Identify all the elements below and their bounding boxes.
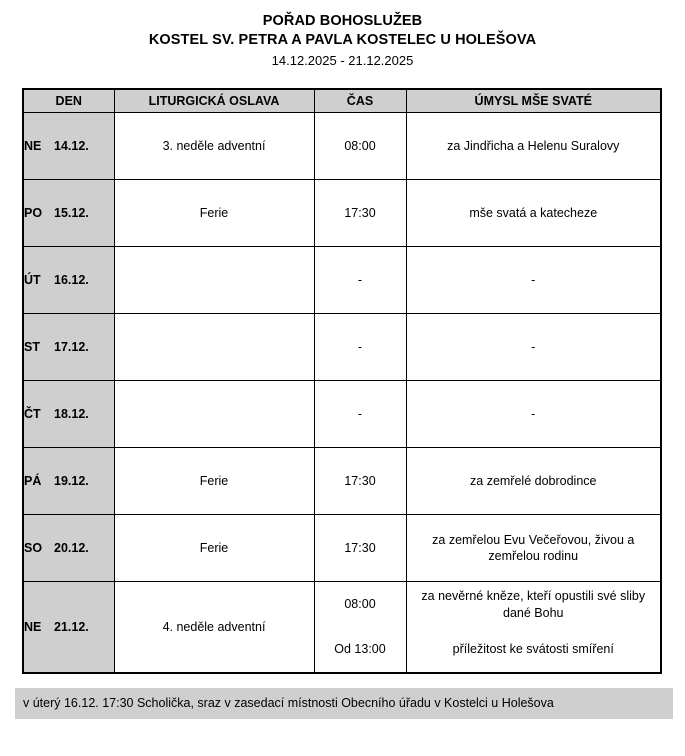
day-of-week: PO — [24, 206, 43, 220]
day-date: 14.12. — [54, 139, 89, 153]
table-row: PO 15.12. Ferie 17:30 mše svatá a kateche… — [22, 179, 662, 247]
cell-day: PÁ 19.12. — [22, 447, 115, 515]
cell-time: 17:30 — [313, 447, 407, 515]
table-row: ST 17.12. - - — [22, 313, 662, 381]
cell-intention: za zemřelou Evu Večeřovou, živou a zemře… — [405, 514, 662, 582]
day-date: 19.12. — [54, 474, 89, 488]
cell-time: - — [313, 313, 407, 381]
cell-intention: - — [405, 380, 662, 448]
cell-liturgy: 3. neděle adventní — [113, 112, 315, 180]
day-date: 20.12. — [54, 541, 89, 555]
cell-time: - — [313, 380, 407, 448]
day-of-week: NE — [24, 620, 42, 634]
day-of-week: NE — [24, 139, 42, 153]
table-header: DEN LITURGICKÁ OSLAVA ČAS ÚMYSL MŠE SVAT… — [22, 88, 662, 113]
day-of-week: ÚT — [24, 273, 41, 287]
column-header-liturgy: LITURGICKÁ OSLAVA — [113, 88, 315, 113]
column-header-intention: ÚMYSL MŠE SVATÉ — [405, 88, 662, 113]
cell-liturgy: Ferie — [113, 514, 315, 582]
cell-intention: - — [405, 246, 662, 314]
page-subtitle-church: KOSTEL SV. PETRA A PAVLA KOSTELEC U HOLE… — [148, 32, 537, 48]
cell-liturgy: Ferie — [113, 179, 315, 247]
column-header-time: ČAS — [313, 88, 407, 113]
cell-liturgy: 4. neděle adventní — [113, 581, 315, 674]
cell-intention: za nevěrné kněze, kteří opustili své sli… — [405, 581, 662, 674]
cell-day: PO 15.12. — [22, 179, 115, 247]
day-of-week: ČT — [24, 407, 41, 421]
cell-day: NE 21.12. — [22, 581, 115, 674]
time-entry-secondary: Od 13:00 — [334, 642, 386, 656]
cell-time: 08:00 — [313, 112, 407, 180]
day-date: 15.12. — [54, 206, 89, 220]
page-header: POŘAD BOHOSLUŽEB KOSTEL SV. PETRA A PAVL… — [0, 0, 685, 71]
table-row: ÚT 16.12. - - — [22, 246, 662, 314]
day-of-week: SO — [24, 541, 43, 555]
cell-liturgy: Ferie — [113, 447, 315, 515]
cell-liturgy — [113, 380, 315, 448]
table-row: SO 20.12. Ferie 17:30 za zemřelou Evu Več… — [22, 514, 662, 582]
day-of-week: PÁ — [24, 474, 42, 488]
day-of-week: ST — [24, 340, 40, 354]
footer-note: v úterý 16.12. 17:30 Scholička, sraz v z… — [15, 688, 673, 719]
table-row: ČT 18.12. - - — [22, 380, 662, 448]
table-row: PÁ 19.12. Ferie 17:30 za zemřelé dobrodin… — [22, 447, 662, 515]
intention-entry-primary: za nevěrné kněze, kteří opustili své sli… — [421, 588, 646, 620]
cell-day: ÚT 16.12. — [22, 246, 115, 314]
cell-time: 17:30 — [313, 179, 407, 247]
cell-intention: za zemřelé dobrodince — [405, 447, 662, 515]
day-date: 18.12. — [54, 407, 89, 421]
page-title: POŘAD BOHOSLUŽEB — [262, 13, 423, 29]
cell-time: - — [313, 246, 407, 314]
cell-intention: - — [405, 313, 662, 381]
table-row: NE 21.12. 4. neděle adventní 08:00 Od 13:… — [22, 581, 662, 674]
date-range: 14.12.2025 - 21.12.2025 — [271, 53, 414, 68]
cell-intention: za Jindřicha a Helenu Suralovy — [405, 112, 662, 180]
cell-day: ST 17.12. — [22, 313, 115, 381]
time-entry-primary: 08:00 — [344, 597, 376, 611]
table-body: NE 14.12. 3. neděle adventní 08:00 za Jin… — [22, 112, 662, 674]
day-date: 17.12. — [54, 340, 89, 354]
cell-time: 08:00 Od 13:00 — [313, 581, 407, 674]
schedule-table: DEN LITURGICKÁ OSLAVA ČAS ÚMYSL MŠE SVAT… — [22, 88, 662, 674]
cell-liturgy — [113, 246, 315, 314]
column-header-day: DEN — [22, 88, 115, 113]
table-header-row: DEN LITURGICKÁ OSLAVA ČAS ÚMYSL MŠE SVAT… — [22, 88, 662, 113]
cell-day: SO 20.12. — [22, 514, 115, 582]
cell-intention: mše svatá a katecheze — [405, 179, 662, 247]
intention-entry-secondary: příležitost ke svátosti smíření — [452, 642, 614, 656]
day-date: 21.12. — [54, 620, 89, 634]
day-date: 16.12. — [54, 273, 89, 287]
cell-day: ČT 18.12. — [22, 380, 115, 448]
table-row: NE 14.12. 3. neděle adventní 08:00 za Jin… — [22, 112, 662, 180]
cell-liturgy — [113, 313, 315, 381]
cell-day: NE 14.12. — [22, 112, 115, 180]
schedule-table-container: DEN LITURGICKÁ OSLAVA ČAS ÚMYSL MŠE SVAT… — [22, 88, 662, 674]
cell-time: 17:30 — [313, 514, 407, 582]
